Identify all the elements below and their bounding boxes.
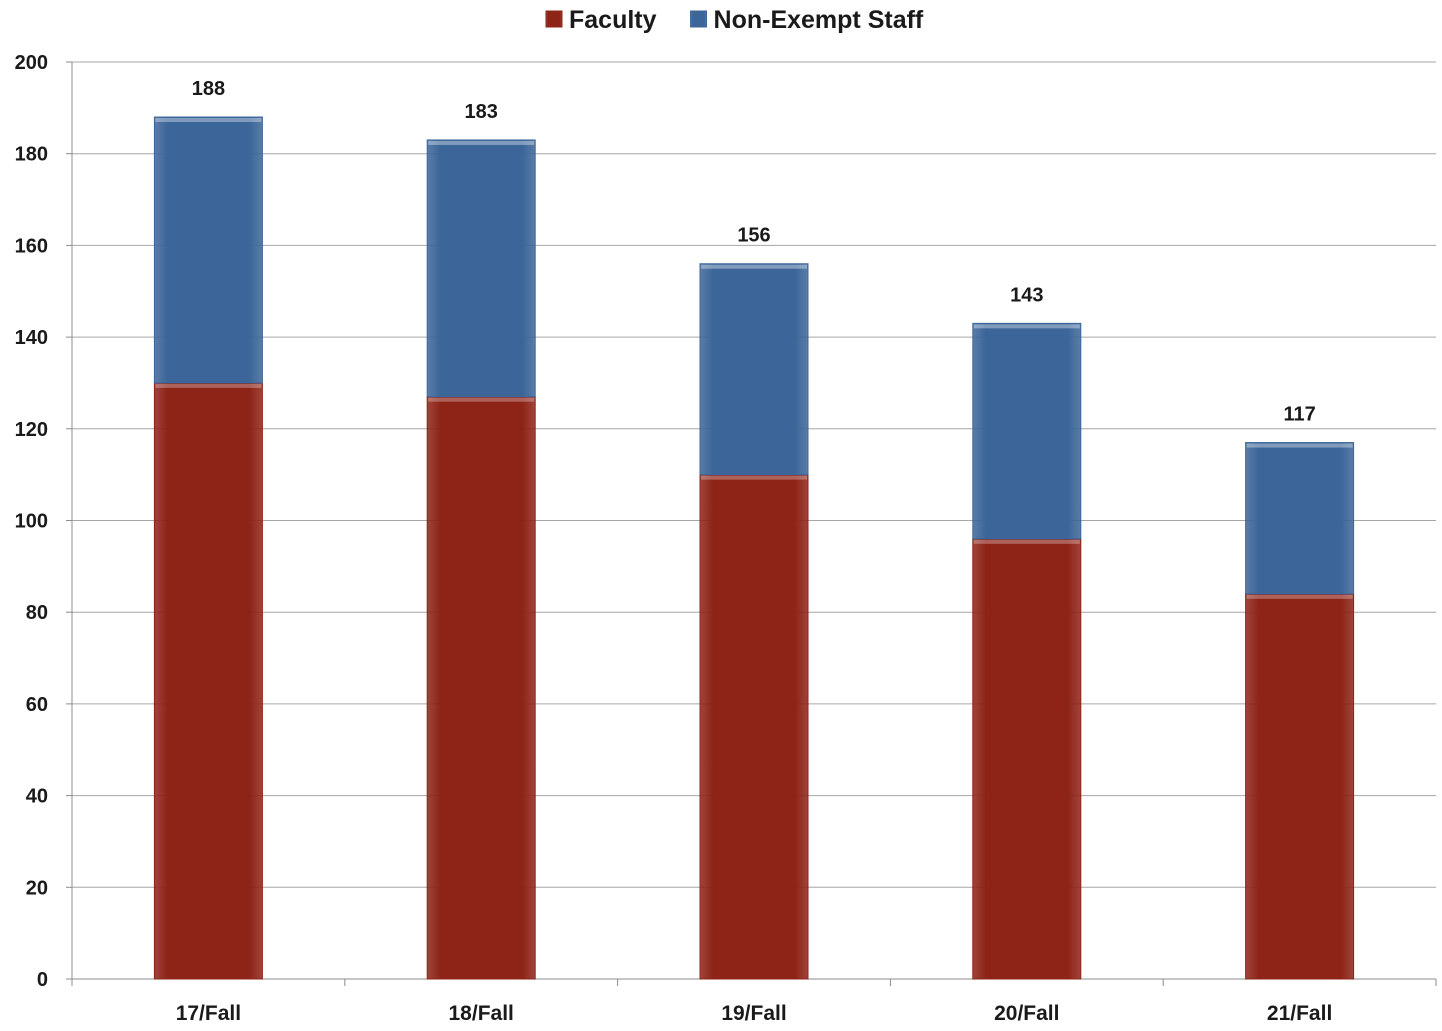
y-tick-label: 180 — [15, 144, 48, 166]
bars — [153, 116, 1355, 980]
bar-faculty — [1245, 593, 1355, 980]
x-tick-label: 19/Fall — [721, 1002, 786, 1025]
bar-highlight — [1246, 443, 1353, 448]
y-tick-label: 20 — [26, 877, 48, 899]
y-tick-label: 40 — [26, 786, 48, 808]
bar-highlight — [155, 383, 262, 388]
x-tick-label: 18/Fall — [449, 1002, 514, 1025]
bar-highlight — [701, 264, 807, 269]
bar-highlight — [1246, 594, 1353, 599]
y-tick-label: 0 — [37, 969, 48, 991]
y-tick-label: 160 — [15, 235, 48, 257]
bar-non-exempt-staff — [1245, 442, 1355, 595]
data-labels: 188 183 156 143 117 — [192, 78, 1316, 426]
legend: Faculty Non-Exempt Staff — [545, 6, 924, 34]
bar-highlight — [701, 475, 807, 480]
bar-highlight — [428, 397, 535, 402]
bar-non-exempt-staff — [972, 322, 1082, 540]
bar-highlight — [155, 118, 262, 123]
bar-faculty — [699, 474, 809, 980]
bar-faculty — [426, 396, 536, 980]
y-tick-label: 60 — [26, 694, 48, 716]
legend-label: Non-Exempt Staff — [714, 6, 924, 34]
total-data-label: 183 — [465, 101, 498, 123]
total-data-label: 188 — [192, 78, 225, 100]
bar-highlight — [973, 324, 1080, 329]
axes: 0 20 40 60 80 100 120 140 160 180 200 17/Fall 18/Fal… — [15, 52, 1437, 1025]
y-tick-label: 200 — [15, 52, 48, 74]
y-tick-label: 140 — [15, 327, 48, 349]
legend-label: Faculty — [569, 6, 657, 34]
x-tick-label: 17/Fall — [176, 1002, 241, 1025]
bar-non-exempt-staff — [153, 116, 263, 384]
bar-highlight — [428, 140, 535, 145]
total-data-label: 143 — [1010, 284, 1043, 306]
legend-swatch — [690, 10, 708, 28]
y-tick-label: 100 — [15, 511, 48, 533]
total-data-label: 156 — [737, 225, 770, 247]
bar-highlight — [973, 539, 1080, 544]
x-tick-label: 20/Fall — [994, 1002, 1059, 1025]
bar-non-exempt-staff — [699, 263, 809, 476]
bar-faculty — [153, 382, 263, 980]
y-tick-label: 80 — [26, 602, 48, 624]
y-tick-label: 120 — [15, 419, 48, 441]
bar-faculty — [972, 538, 1082, 980]
legend-swatch — [545, 10, 563, 28]
x-tick-label: 21/Fall — [1267, 1002, 1332, 1025]
bar-non-exempt-staff — [426, 139, 536, 398]
total-data-label: 117 — [1283, 404, 1315, 426]
